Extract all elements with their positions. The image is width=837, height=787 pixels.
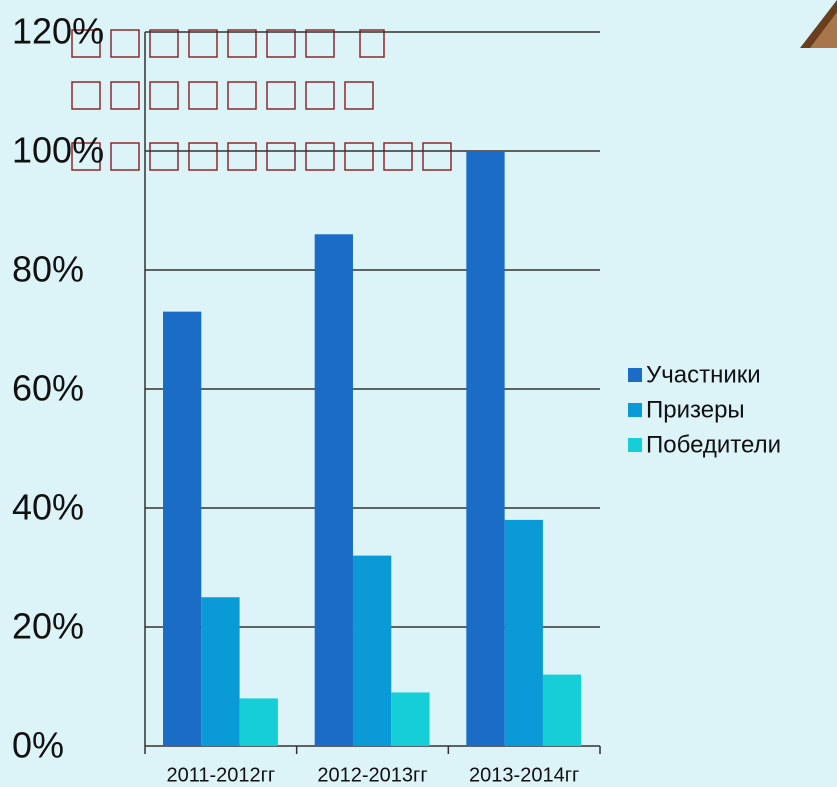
y-tick-label: 80%: [12, 249, 84, 290]
missing-glyph: [150, 143, 178, 170]
bar: [505, 520, 543, 746]
y-tick-label: 60%: [12, 368, 84, 409]
bar: [240, 698, 278, 746]
missing-glyph: [228, 82, 256, 109]
chart: 0% 20% 40% 60% 80% 100% 120% 2011-2012гг 2012-20…: [0, 0, 837, 787]
missing-glyph: [345, 143, 373, 170]
bar: [353, 556, 391, 746]
missing-glyph: [228, 143, 256, 170]
missing-glyph: [306, 143, 334, 170]
legend-swatch: [628, 438, 642, 452]
bar: [466, 151, 504, 746]
missing-glyph: [150, 30, 178, 57]
missing-glyph: [150, 82, 178, 109]
legend-swatch: [628, 403, 642, 417]
missing-glyph: [228, 30, 256, 57]
missing-glyph: [306, 82, 334, 109]
bar: [201, 597, 239, 746]
y-tick-label: 120%: [12, 11, 104, 52]
legend-label: Победители: [646, 431, 781, 458]
x-tick-label: 2012-2013гг: [317, 764, 427, 786]
legend-swatch: [628, 368, 642, 382]
legend-label: Призеры: [646, 396, 745, 423]
missing-glyph: [345, 82, 373, 109]
missing-glyph: [111, 143, 139, 170]
missing-glyph: [189, 143, 217, 170]
missing-glyph: [267, 30, 295, 57]
missing-glyph: [111, 82, 139, 109]
missing-glyph: [360, 30, 384, 57]
y-tick-label: 100%: [12, 130, 104, 171]
missing-glyph: [189, 30, 217, 57]
missing-glyph: [267, 143, 295, 170]
bar: [163, 312, 201, 746]
y-tick-label: 0%: [12, 725, 64, 766]
garbled-title: [72, 30, 451, 170]
x-tick-label: 2011-2012гг: [166, 764, 275, 786]
x-tick-label: 2013-2014гг: [469, 764, 579, 786]
bar: [391, 692, 429, 746]
legend-label: Участники: [646, 361, 761, 388]
missing-glyph: [189, 82, 217, 109]
missing-glyph: [111, 30, 139, 57]
missing-glyph: [306, 30, 334, 57]
page: {"chart_data": {"type": "bar", "categori…: [0, 0, 837, 787]
missing-glyph: [72, 82, 100, 109]
bar: [543, 675, 581, 746]
y-tick-label: 20%: [12, 606, 84, 647]
missing-glyph: [384, 143, 412, 170]
y-tick-label: 40%: [12, 487, 84, 528]
missing-glyph: [267, 82, 295, 109]
bar: [315, 234, 353, 746]
missing-glyph: [423, 143, 451, 170]
